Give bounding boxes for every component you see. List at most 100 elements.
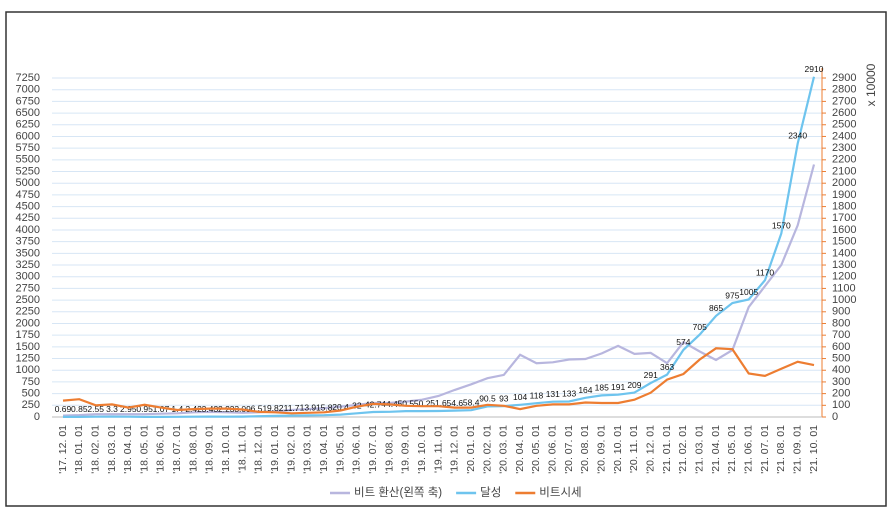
y-tick-label: 3500 [16, 247, 40, 259]
y-tick-label: 750 [22, 376, 40, 388]
y2-tick-label: 900 [832, 306, 850, 318]
data-label: 90.5 [479, 394, 496, 404]
x-tick-label: '18. 02. 01 [89, 425, 101, 474]
x-tick-label: '18. 07. 01 [171, 425, 183, 474]
y-tick-label: 5000 [16, 177, 40, 189]
x-tick-label: '21. 04. 01 [710, 425, 722, 474]
series-line [63, 76, 816, 418]
x-tick-label: '20. 03. 01 [498, 425, 510, 474]
y-tick-label: 5250 [16, 165, 40, 177]
x-tick-label: '18. 08. 01 [187, 425, 199, 474]
data-label: 13.9 [300, 403, 317, 413]
y-tick-label: 4000 [16, 224, 40, 236]
data-label: 291 [644, 370, 658, 380]
y-tick-label: 1000 [16, 364, 40, 376]
y-tick-label: 4750 [16, 189, 40, 201]
x-tick-label: '18. 11. 01 [236, 425, 248, 473]
x-tick-label: '21. 10. 01 [808, 425, 820, 474]
data-label: 865 [709, 303, 723, 313]
y-tick-label: 2250 [16, 306, 40, 318]
data-label: 0.69 [55, 404, 72, 414]
x-tick-label: '18. 09. 01 [204, 425, 216, 474]
y-tick-label: 250 [22, 399, 40, 411]
x-tick-label: '19. 01. 01 [269, 425, 281, 474]
y2-tick-label: 1000 [832, 294, 856, 306]
data-label: 1.07 [153, 404, 170, 414]
series-line [62, 347, 815, 415]
x-tick-label: '21. 07. 01 [759, 425, 771, 474]
x-tick-label: '17. 12. 01 [57, 425, 69, 474]
x-tick-label: '20. 02. 01 [481, 425, 493, 474]
data-label: 209 [627, 380, 641, 390]
data-label: 15.8 [316, 402, 333, 412]
data-label: 191 [611, 382, 625, 392]
y2-tick-label: 2400 [832, 130, 856, 142]
x-tick-label: '21. 09. 01 [791, 425, 803, 474]
y-tick-label: 1750 [16, 329, 40, 341]
y-tick-label: 1250 [16, 352, 40, 364]
y2-tick-label: 400 [832, 364, 850, 376]
y-tick-label: 2000 [16, 317, 40, 329]
data-label: 118 [530, 390, 544, 400]
x-tick-label: '19. 04. 01 [318, 425, 330, 474]
x-tick-label: '19. 06. 01 [351, 425, 363, 474]
data-label: 975 [725, 290, 739, 300]
y2-tick-label: 1600 [832, 224, 856, 236]
x-tick-label: '20. 08. 01 [579, 425, 591, 474]
data-label: 1570 [772, 221, 791, 231]
data-label: 0.85 [71, 404, 88, 414]
y-tick-label: 6000 [16, 130, 40, 142]
y-tick-label: 0 [34, 411, 40, 423]
data-label: 3.3 [106, 404, 118, 414]
legend-label: 비트 환산(왼쪽 축) [354, 485, 442, 499]
data-label: 705 [693, 322, 707, 332]
x-tick-label: '18. 04. 01 [122, 425, 134, 474]
legend-label: 비트시세 [539, 486, 581, 499]
x-tick-label: '19. 11. 01 [432, 425, 444, 473]
y-tick-label: 2750 [16, 282, 40, 294]
data-label: 32 [352, 401, 362, 411]
x-tick-label: '21. 08. 01 [775, 425, 787, 474]
x-tick-label: '19. 12. 01 [449, 425, 461, 474]
y2-tick-label: 1700 [832, 212, 856, 224]
x-tick-label: '21. 03. 01 [693, 425, 705, 474]
x-tick-label: '19. 07. 01 [367, 425, 379, 474]
x-tick-label: '21. 06. 01 [742, 425, 754, 474]
data-label: 50.5 [398, 398, 415, 408]
y-tick-label: 7250 [16, 72, 40, 84]
data-label: 133 [562, 389, 576, 399]
y2-tick-label: 2700 [832, 95, 856, 107]
y-tick-label: 3750 [16, 236, 40, 248]
y-tick-label: 4250 [16, 212, 40, 224]
x-tick-label: '18. 06. 01 [155, 425, 167, 474]
y-tick-label: 500 [22, 388, 40, 400]
y-tick-label: 6750 [16, 95, 40, 107]
y2-tick-label: 1900 [832, 189, 856, 201]
y2-tick-label: 2900 [832, 72, 856, 84]
data-label: 185 [595, 383, 609, 393]
y2-tick-label: 2800 [832, 84, 856, 96]
x-tick-label: '20. 05. 01 [530, 425, 542, 474]
data-label: 0.95 [136, 404, 153, 414]
data-label: 574 [676, 337, 690, 347]
y2-tick-label: 2600 [832, 107, 856, 119]
data-label: 104 [513, 392, 527, 402]
x-tick-label: '18. 10. 01 [220, 425, 232, 474]
x-tick-label: '20. 12. 01 [645, 425, 657, 474]
y2-tick-label: 2300 [832, 142, 856, 154]
y2-tick-label: 200 [832, 388, 850, 400]
y-tick-label: 7000 [16, 84, 40, 96]
y-tick-label: 3250 [16, 259, 40, 271]
data-label: 50.2 [414, 398, 431, 408]
data-label: 363 [660, 362, 674, 372]
x-tick-label: '20. 09. 01 [596, 425, 608, 474]
data-label: 20.4 [332, 402, 349, 412]
x-tick-label: '20. 01. 01 [465, 425, 477, 474]
x-tick-label: '19. 09. 01 [400, 425, 412, 474]
y2-tick-label: 100 [832, 399, 850, 411]
y2-tick-label: 600 [832, 341, 850, 353]
y2-tick-label: 1200 [832, 271, 856, 283]
y2-tick-label: 300 [832, 376, 850, 388]
x-tick-label: '18. 03. 01 [106, 425, 118, 474]
data-label: 2340 [788, 131, 807, 141]
